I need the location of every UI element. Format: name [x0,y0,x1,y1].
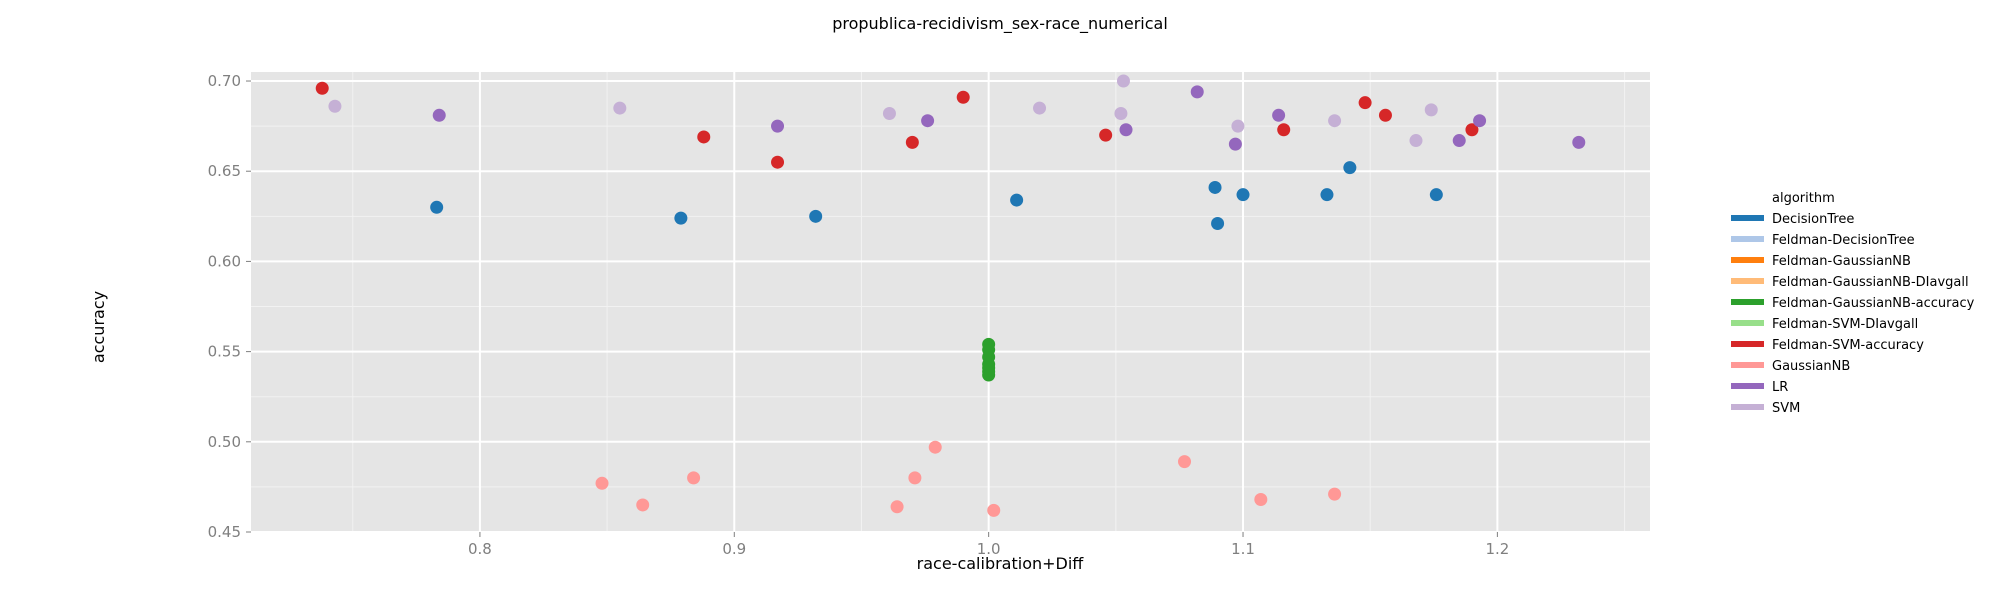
point-lr [771,119,785,133]
data-points [315,74,1586,517]
legend-items: DecisionTree Feldman-DecisionTree Feldman-… [1731,212,1975,416]
x-tick-label: 1.1 [1231,540,1255,558]
point-svm [1116,74,1130,88]
legend-swatch [1731,257,1764,263]
legend-label: Feldman-SVM-accuracy [1772,338,1924,353]
point-decisiontree [1236,188,1250,202]
point-feldman-svm-accuracy [771,155,785,169]
point-decisiontree [1429,188,1443,202]
legend-label: LR [1772,380,1788,395]
point-svm [1328,114,1342,128]
x-tick-label: 0.9 [722,540,746,558]
point-decisiontree [674,211,688,225]
point-svm [1409,134,1423,148]
point-lr [1272,108,1286,122]
point-svm [1033,101,1047,115]
legend-label: Feldman-SVM-DIavgall [1772,317,1918,332]
point-lr [1228,137,1242,151]
point-gaussiannb [687,471,701,485]
point-lr [1190,85,1204,99]
point-svm [613,101,627,115]
point-gaussiannb [636,498,650,512]
point-feldman-svm-accuracy [956,90,970,104]
legend-label: SVM [1772,401,1800,416]
x-tick-label: 1.0 [977,540,1001,558]
point-svm [1114,106,1128,120]
legend-label: DecisionTree [1772,212,1854,227]
x-tick-label: 0.8 [468,540,492,558]
legend-label: GaussianNB [1772,359,1850,374]
y-axis-label: accuracy [89,291,108,363]
y-tick-label: 0.60 [208,252,241,270]
x-tick-label: 1.2 [1485,540,1509,558]
legend-swatch [1731,341,1764,347]
point-feldman-svm-accuracy [1358,96,1372,110]
point-svm [328,99,342,113]
legend-swatch [1731,362,1764,368]
point-gaussiannb [987,503,1001,517]
point-decisiontree [1211,217,1225,231]
legend-swatch [1731,215,1764,221]
y-tick-label: 0.65 [208,162,241,180]
point-gaussiannb [1254,493,1268,507]
major-gridlines [251,72,1650,533]
point-lr [1572,135,1586,149]
legend-swatch [1731,404,1764,410]
x-axis-label: race-calibration+Diff [917,554,1085,573]
point-svm [1231,119,1245,133]
point-feldman-svm-accuracy [315,81,329,95]
axis-ticks: 0.8 0.9 1.0 1.1 1.2 0.45 0.50 0.55 0.60 0.65 0.70 [208,72,1510,558]
legend-swatch [1731,236,1764,242]
point-decisiontree [1010,193,1024,207]
chart-title: propublica-recidivism_sex-race_numerical [832,14,1168,34]
point-gaussiannb [1328,487,1342,501]
point-feldman-svm-accuracy [1277,123,1291,137]
point-feldman-svm-accuracy [905,135,919,149]
point-decisiontree [1320,188,1334,202]
minor-gridlines [251,72,1650,532]
legend-swatch [1731,320,1764,326]
legend-swatch [1731,278,1764,284]
plot-background [251,72,1650,532]
legend-label: Feldman-GaussianNB-accuracy [1772,296,1975,311]
point-gaussiannb [595,476,609,490]
point-feldman-svm-accuracy [1465,123,1479,137]
legend: algorithm DecisionTree Feldman-DecisionTr… [1731,191,1975,416]
legend-label: Feldman-GaussianNB [1772,254,1911,269]
legend-swatch [1731,299,1764,305]
point-lr [921,114,935,128]
point-gaussiannb [1178,455,1192,469]
point-gaussiannb [908,471,922,485]
legend-label: Feldman-GaussianNB-DIavgall [1772,275,1969,290]
legend-title: algorithm [1772,191,1835,206]
point-lr [1452,134,1466,148]
legend-swatch [1731,383,1764,389]
y-tick-label: 0.70 [208,72,241,90]
point-feldman-svm-accuracy [1099,128,1113,142]
point-feldman-svm-accuracy [1378,108,1392,122]
point-lr [1119,123,1133,137]
point-decisiontree [809,209,823,223]
point-lr [432,108,446,122]
point-lr [1473,114,1487,128]
point-decisiontree [1343,161,1357,175]
point-svm [882,106,896,120]
point-decisiontree [430,200,444,214]
y-tick-label: 0.55 [208,343,241,361]
point-svm [1424,103,1438,117]
point-decisiontree [1208,180,1222,194]
y-tick-label: 0.50 [208,433,241,451]
point-feldman-svm-accuracy [697,130,711,144]
y-tick-label: 0.45 [208,523,241,541]
legend-label: Feldman-DecisionTree [1772,233,1915,248]
point-feldman-gaussiannb-accuracy [982,368,996,382]
point-gaussiannb [890,500,904,514]
point-gaussiannb [928,440,942,454]
